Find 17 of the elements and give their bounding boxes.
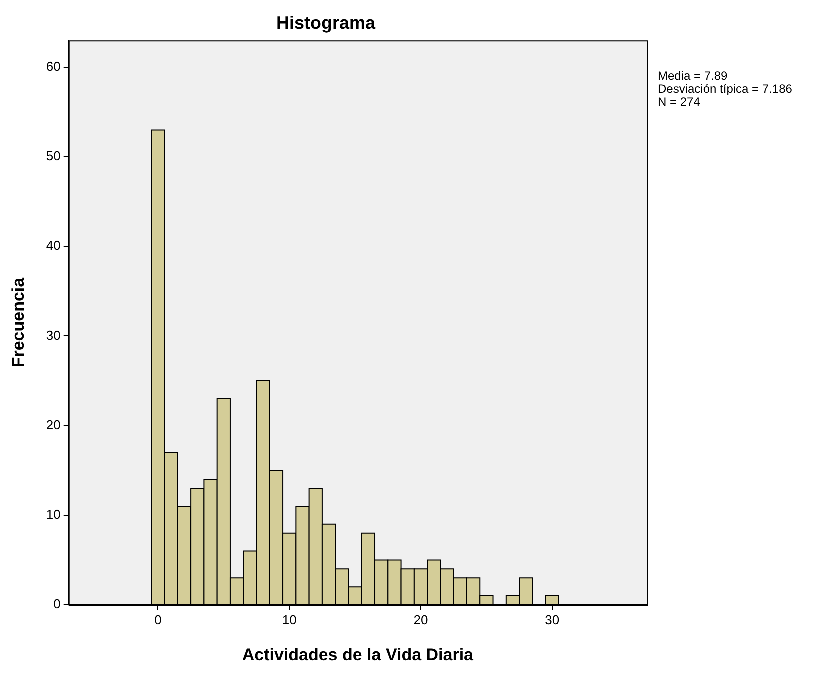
y-tick-label: 50 [46, 148, 61, 164]
x-axis-title: Actividades de la Vida Diaria [242, 645, 474, 664]
y-tick-label: 10 [46, 506, 61, 522]
x-tick-label: 10 [282, 612, 297, 628]
text: N = 274 [658, 94, 701, 109]
y-tick-label: 60 [46, 59, 61, 74]
text: Media = 7.89 [658, 68, 728, 83]
x-tick-label: 0 [154, 612, 162, 628]
x-tick-label: 30 [545, 612, 560, 628]
x-tick-label: 20 [414, 612, 428, 628]
y-tick-label: 30 [46, 328, 61, 343]
chart-title: Histograma [276, 12, 376, 33]
y-tick-label: 40 [46, 238, 61, 254]
y-axis-title: Frecuencia [8, 277, 28, 368]
y-tick-label: 20 [46, 417, 61, 432]
y-tick-label: 0 [54, 596, 61, 612]
text: Desviación típica = 7.186 [658, 82, 793, 96]
